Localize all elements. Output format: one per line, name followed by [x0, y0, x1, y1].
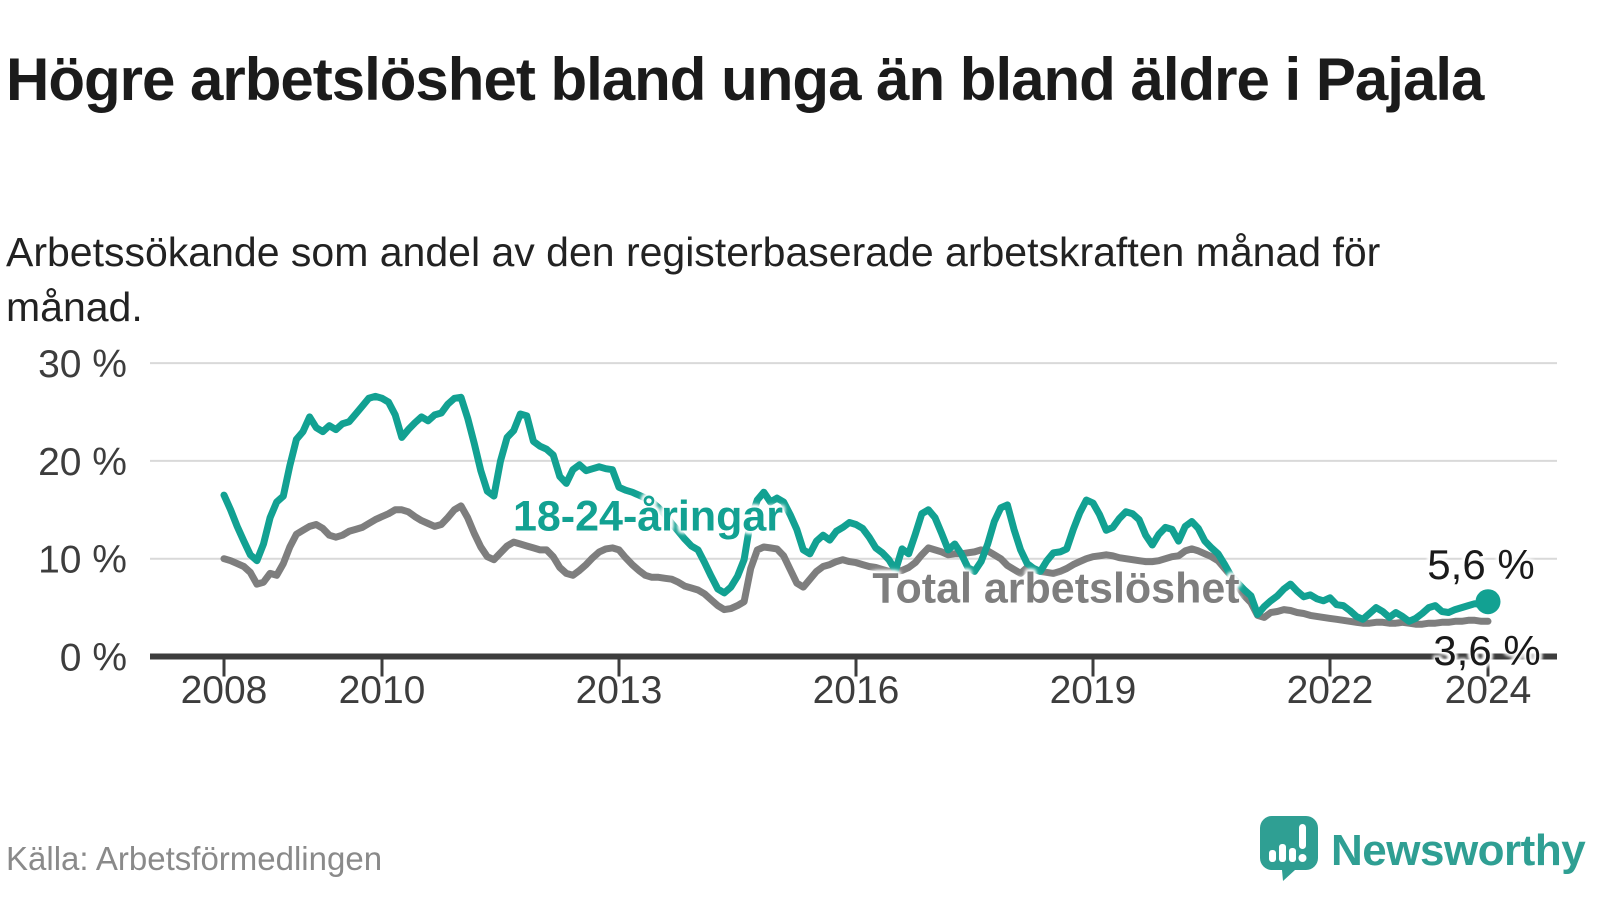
- x-axis-label: 2016: [813, 669, 900, 712]
- x-axis-label: 2022: [1287, 669, 1374, 712]
- young-series-label: 18-24-åringar: [512, 492, 784, 541]
- x-axis-label: 2024: [1445, 669, 1532, 712]
- series-line-total: [220, 502, 1492, 628]
- page-subtitle: Arbetssökande som andel av den registerb…: [6, 229, 1381, 330]
- newsworthy-logo-icon: [1258, 814, 1318, 887]
- y-axis-label: 20 %: [38, 441, 127, 484]
- total-end-value-label: 3,6 %: [1433, 627, 1541, 674]
- page-title: Högre arbetslöshet bland unga än bland ä…: [6, 46, 1484, 114]
- x-axis-label: 2010: [339, 669, 426, 712]
- newsworthy-logo: Newsworthy: [1258, 814, 1586, 887]
- y-axis-label: 0 %: [60, 637, 127, 680]
- y-axis-label: 10 %: [38, 539, 127, 582]
- series-end-dot-young: [1475, 589, 1501, 615]
- x-axis-label: 2013: [576, 669, 663, 712]
- x-axis-label: 2019: [1050, 669, 1137, 712]
- newsworthy-wordmark: Newsworthy: [1331, 825, 1586, 875]
- y-axis-label: 30 %: [38, 343, 127, 386]
- x-axis-label: 2008: [181, 669, 268, 712]
- total-series-label: Total arbetslöshet: [872, 564, 1240, 613]
- series-line-young: [220, 392, 1492, 625]
- source-note: Källa: Arbetsförmedlingen: [6, 840, 383, 877]
- young-end-value-label: 5,6 %: [1427, 541, 1535, 588]
